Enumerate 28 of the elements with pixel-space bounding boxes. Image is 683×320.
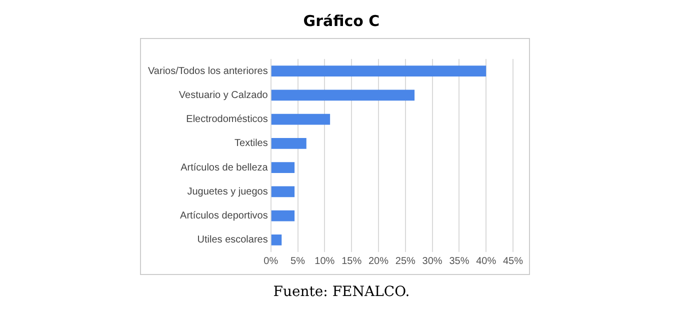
bar xyxy=(271,186,295,198)
x-tick-label: 40% xyxy=(476,256,496,267)
x-tick-label: 25% xyxy=(395,256,416,267)
bar xyxy=(271,162,295,173)
y-tick-label: Vestuario y Calzado xyxy=(178,90,268,101)
x-tick-label: 10% xyxy=(314,256,335,267)
x-tick-label: 20% xyxy=(368,256,389,267)
bar xyxy=(271,210,295,222)
x-tick-label: 5% xyxy=(290,256,306,267)
bar xyxy=(271,66,486,76)
y-tick-label: Juguetes y juegos xyxy=(187,186,268,198)
bar xyxy=(271,138,306,149)
bar xyxy=(271,114,330,125)
x-tick-label: 0% xyxy=(264,256,278,267)
y-tick-label: Artículos deportivos xyxy=(180,210,268,222)
bar xyxy=(271,90,415,101)
y-tick-label: Electrodomésticos xyxy=(186,114,268,126)
x-tick-label: 15% xyxy=(342,256,362,267)
bar xyxy=(271,234,282,246)
chart-title: Gráfico C xyxy=(302,12,381,30)
y-tick-label: Utiles escolares xyxy=(197,234,268,246)
x-tick-label: 45% xyxy=(502,256,524,267)
x-tick-label: 30% xyxy=(422,256,442,267)
x-tick-label: 35% xyxy=(449,256,470,267)
y-tick-label: Textiles xyxy=(234,138,268,150)
y-tick-label: Varios/Todos los anteriores xyxy=(148,66,268,77)
y-tick-label: Artículos de belleza xyxy=(180,162,268,174)
source-note: Fuente: FENALCO. xyxy=(272,284,411,300)
